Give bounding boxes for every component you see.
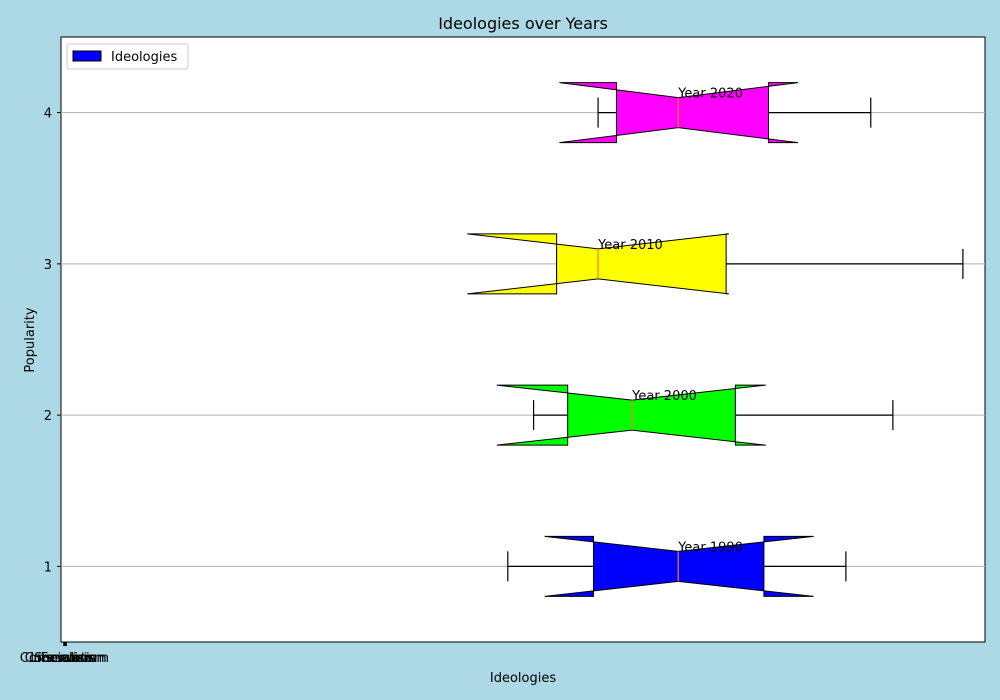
x-tick-label-2: Socialism — [34, 651, 96, 666]
box-body — [544, 535, 814, 597]
box-annotation: Year 2020 — [677, 87, 743, 102]
y-tick-label-1: 1 — [44, 560, 52, 575]
box-annotation: Year 2000 — [631, 389, 697, 404]
legend-label: Ideologies — [111, 50, 177, 65]
box-2: Year 2000 — [496, 384, 894, 446]
legend: Ideologies — [66, 43, 189, 70]
chart-title: Ideologies over Years — [438, 14, 608, 33]
x-tick-label-4: Fascism — [41, 651, 92, 666]
y-tick-label-4: 4 — [44, 107, 52, 122]
x-tick-label-3: Communism — [25, 651, 107, 666]
plot-area — [60, 36, 986, 643]
legend-swatch — [72, 50, 102, 62]
y-tick-label-2: 2 — [44, 409, 52, 424]
box-annotation: Year 1990 — [677, 540, 743, 555]
y-axis-label: Popularity — [23, 307, 38, 372]
box-body — [496, 384, 766, 446]
y-axis-ticks: 1 2 3 4 — [44, 107, 61, 575]
legend-box — [66, 43, 189, 70]
box-4: Year 2020 — [559, 82, 872, 144]
box-group: Year 1990 Year 2000 Year 2010 Year 2020 — [467, 82, 964, 597]
x-axis-label: Ideologies — [490, 671, 556, 686]
box-annotation: Year 2010 — [597, 238, 663, 253]
x-tick-label-1: Conservatism — [20, 651, 109, 666]
box-3: Year 2010 — [467, 233, 964, 295]
x-tick-label-0: Liberalism — [30, 651, 97, 666]
box-1: Year 1990 — [507, 535, 847, 597]
y-tick-label-3: 3 — [44, 258, 52, 273]
x-axis-ticks: LiberalismConservatismSocialismCommunism… — [20, 642, 109, 666]
